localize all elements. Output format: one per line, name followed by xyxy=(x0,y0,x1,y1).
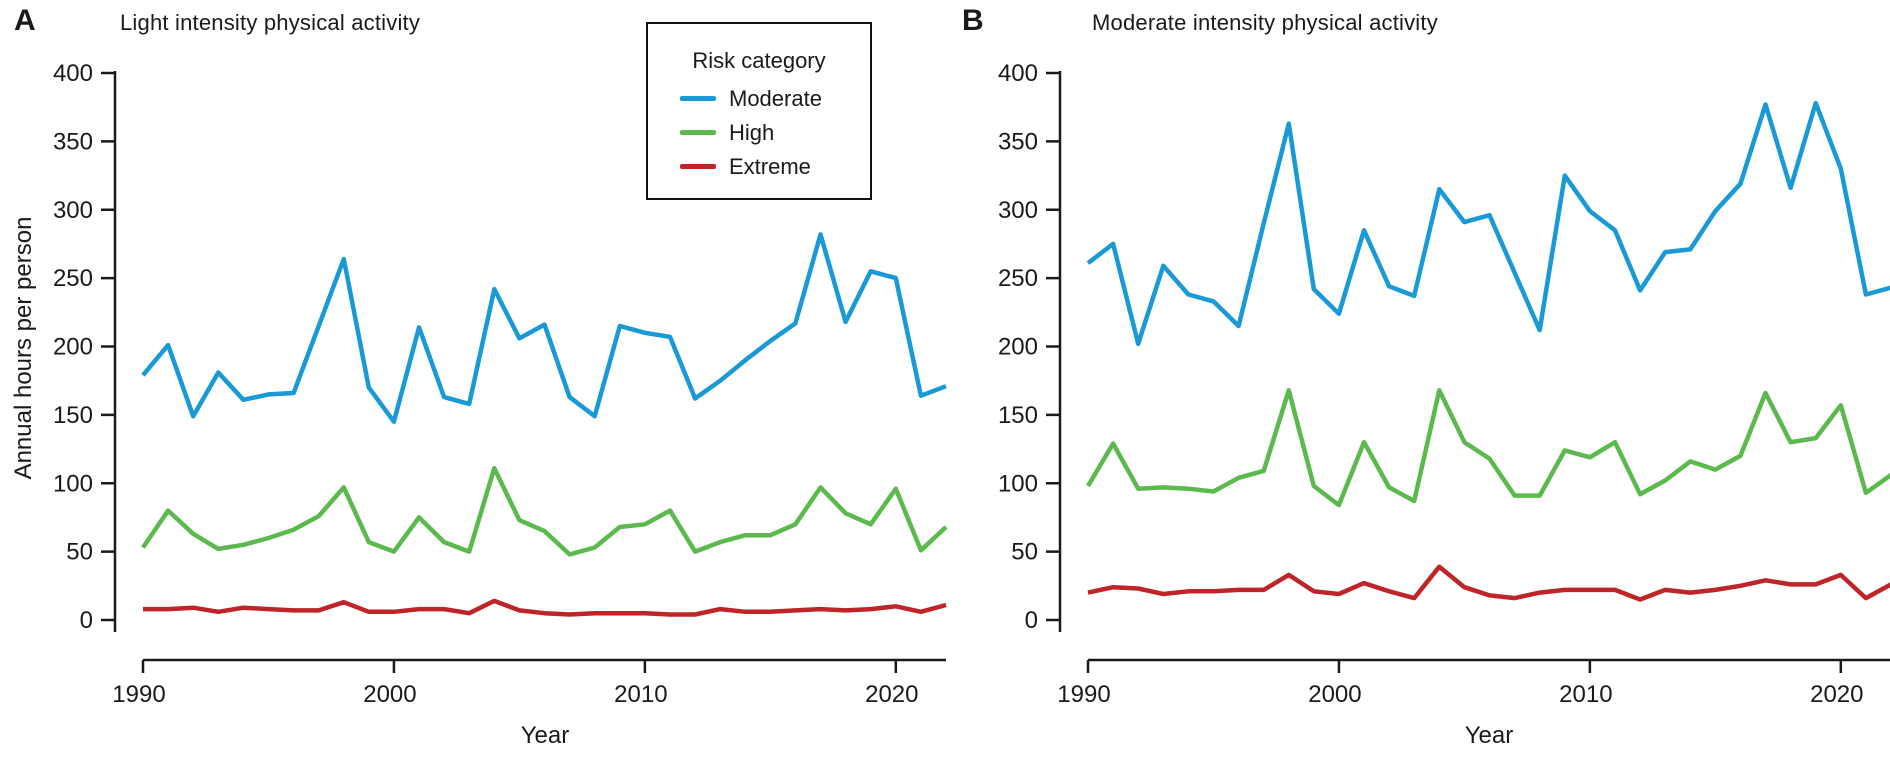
y-tick-label-a: 100 xyxy=(53,470,93,497)
y-tick-label-b: 150 xyxy=(998,402,1038,429)
legend-item-moderate: Moderate xyxy=(680,86,870,111)
high-line-swatch-icon xyxy=(680,130,716,135)
series-line-high-b xyxy=(1086,388,1890,508)
y-tick-label-b: 300 xyxy=(998,197,1038,224)
y-tick-label-a: 250 xyxy=(53,265,93,292)
x-tick-label-a: 1990 xyxy=(112,681,165,708)
extreme-line-swatch-icon xyxy=(680,164,716,169)
y-tick-label-b: 350 xyxy=(998,128,1038,155)
legend-box: Risk category Moderate High Extreme xyxy=(646,22,872,200)
series-line-extreme-b xyxy=(1087,564,1890,602)
y-tick-label-b: 50 xyxy=(1011,539,1038,566)
x-tick-label-b: 2020 xyxy=(1810,681,1863,708)
y-tick-label-b: 0 xyxy=(1025,607,1038,634)
series-line-moderate-b xyxy=(1086,100,1890,347)
y-axis-title: Annual hours per person xyxy=(10,216,37,480)
y-tick-label-a: 350 xyxy=(53,128,93,155)
panel-a-title: Light intensity physical activity xyxy=(120,10,421,35)
legend-label-moderate: Moderate xyxy=(729,85,822,111)
series-line-extreme-a xyxy=(143,598,947,617)
legend-label-high: High xyxy=(729,119,775,145)
y-tick-label-b: 400 xyxy=(998,60,1038,87)
panel-a-letter: A xyxy=(14,4,36,37)
y-tick-label-a: 300 xyxy=(53,197,93,224)
y-tick-label-b: 100 xyxy=(998,470,1038,497)
series-line-moderate-a xyxy=(141,232,947,424)
y-tick-label-b: 200 xyxy=(998,334,1038,361)
y-tick-label-a: 0 xyxy=(80,607,93,634)
moderate-line-swatch-icon xyxy=(680,96,716,101)
x-tick-label-b: 2010 xyxy=(1559,681,1612,708)
x-tick-label-a: 2010 xyxy=(614,681,667,708)
legend-items: Moderate High Extreme xyxy=(648,86,870,179)
legend-item-high: High xyxy=(680,120,870,145)
x-tick-label-a: 2020 xyxy=(865,681,918,708)
y-tick-label-a: 150 xyxy=(53,402,93,429)
y-tick-label-a: 200 xyxy=(53,334,93,361)
panel-b-x-axis-title: Year xyxy=(1464,722,1514,749)
panel-a-x-axis-title: Year xyxy=(520,722,570,749)
panel-b-letter: B xyxy=(962,4,984,37)
panel-b-title: Moderate intensity physical activity xyxy=(1092,10,1438,35)
x-tick-label-a: 2000 xyxy=(363,681,416,708)
y-tick-label-a: 50 xyxy=(66,539,93,566)
y-tick-label-a: 400 xyxy=(53,60,93,87)
x-tick-label-b: 2000 xyxy=(1308,681,1361,708)
y-tick-label-b: 250 xyxy=(998,265,1038,292)
x-tick-label-b: 1990 xyxy=(1057,681,1110,708)
legend-title: Risk category xyxy=(692,48,826,73)
series-line-high-a xyxy=(141,465,948,557)
legend-item-extreme: Extreme xyxy=(680,154,870,179)
legend-label-extreme: Extreme xyxy=(729,153,811,179)
